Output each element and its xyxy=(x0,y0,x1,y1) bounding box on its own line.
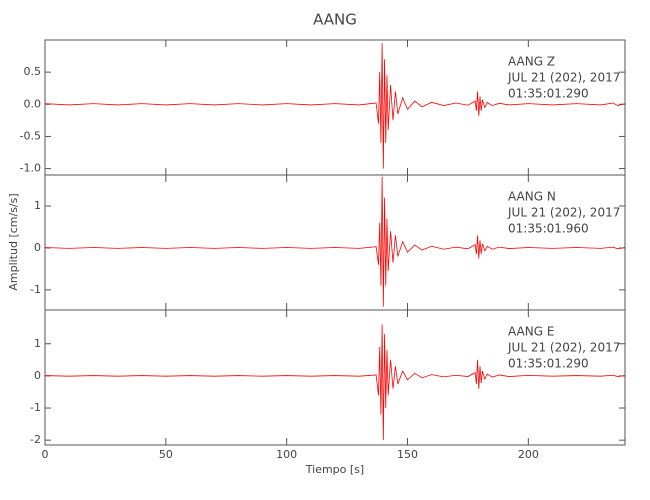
annotation: JUL 21 (202), 2017 xyxy=(507,71,620,85)
chart-title: AANG xyxy=(313,11,357,29)
annotation: AANG N xyxy=(508,190,556,204)
annotation: 01:35:01.290 xyxy=(508,357,589,371)
y-tick-label: 0.5 xyxy=(24,65,42,78)
waveform xyxy=(44,324,626,441)
y-tick-label: 0 xyxy=(34,369,41,382)
x-tick-label: 100 xyxy=(276,448,297,461)
y-tick-label: 0 xyxy=(34,241,41,254)
x-tick-label: 0 xyxy=(42,448,49,461)
y-tick-label: -0.5 xyxy=(20,129,41,142)
y-tick-label: 1 xyxy=(34,337,41,350)
annotation: 01:35:01.290 xyxy=(508,87,589,101)
x-tick-label: 200 xyxy=(518,448,539,461)
x-tick-label: 50 xyxy=(159,448,173,461)
annotation: 01:35:01.960 xyxy=(508,222,589,236)
x-tick-label: 150 xyxy=(397,448,418,461)
y-tick-label: 0.0 xyxy=(24,97,42,110)
panel-frame xyxy=(44,309,626,446)
y-tick-label: 1 xyxy=(34,199,41,212)
annotation: JUL 21 (202), 2017 xyxy=(507,206,620,220)
y-tick-label: -2 xyxy=(30,433,41,446)
annotation: AANG Z xyxy=(508,55,555,69)
y-tick-label: -1 xyxy=(30,283,41,296)
y-tick-label: -1 xyxy=(30,401,41,414)
y-axis-label: Amplitud [cm/s/s] xyxy=(7,193,20,290)
y-tick-label: -1.0 xyxy=(20,162,41,175)
waveform xyxy=(44,176,626,307)
annotation: AANG E xyxy=(508,325,554,339)
annotation: JUL 21 (202), 2017 xyxy=(507,341,620,355)
waveform xyxy=(44,43,626,169)
x-axis-label: Tiempo [s] xyxy=(305,463,364,476)
